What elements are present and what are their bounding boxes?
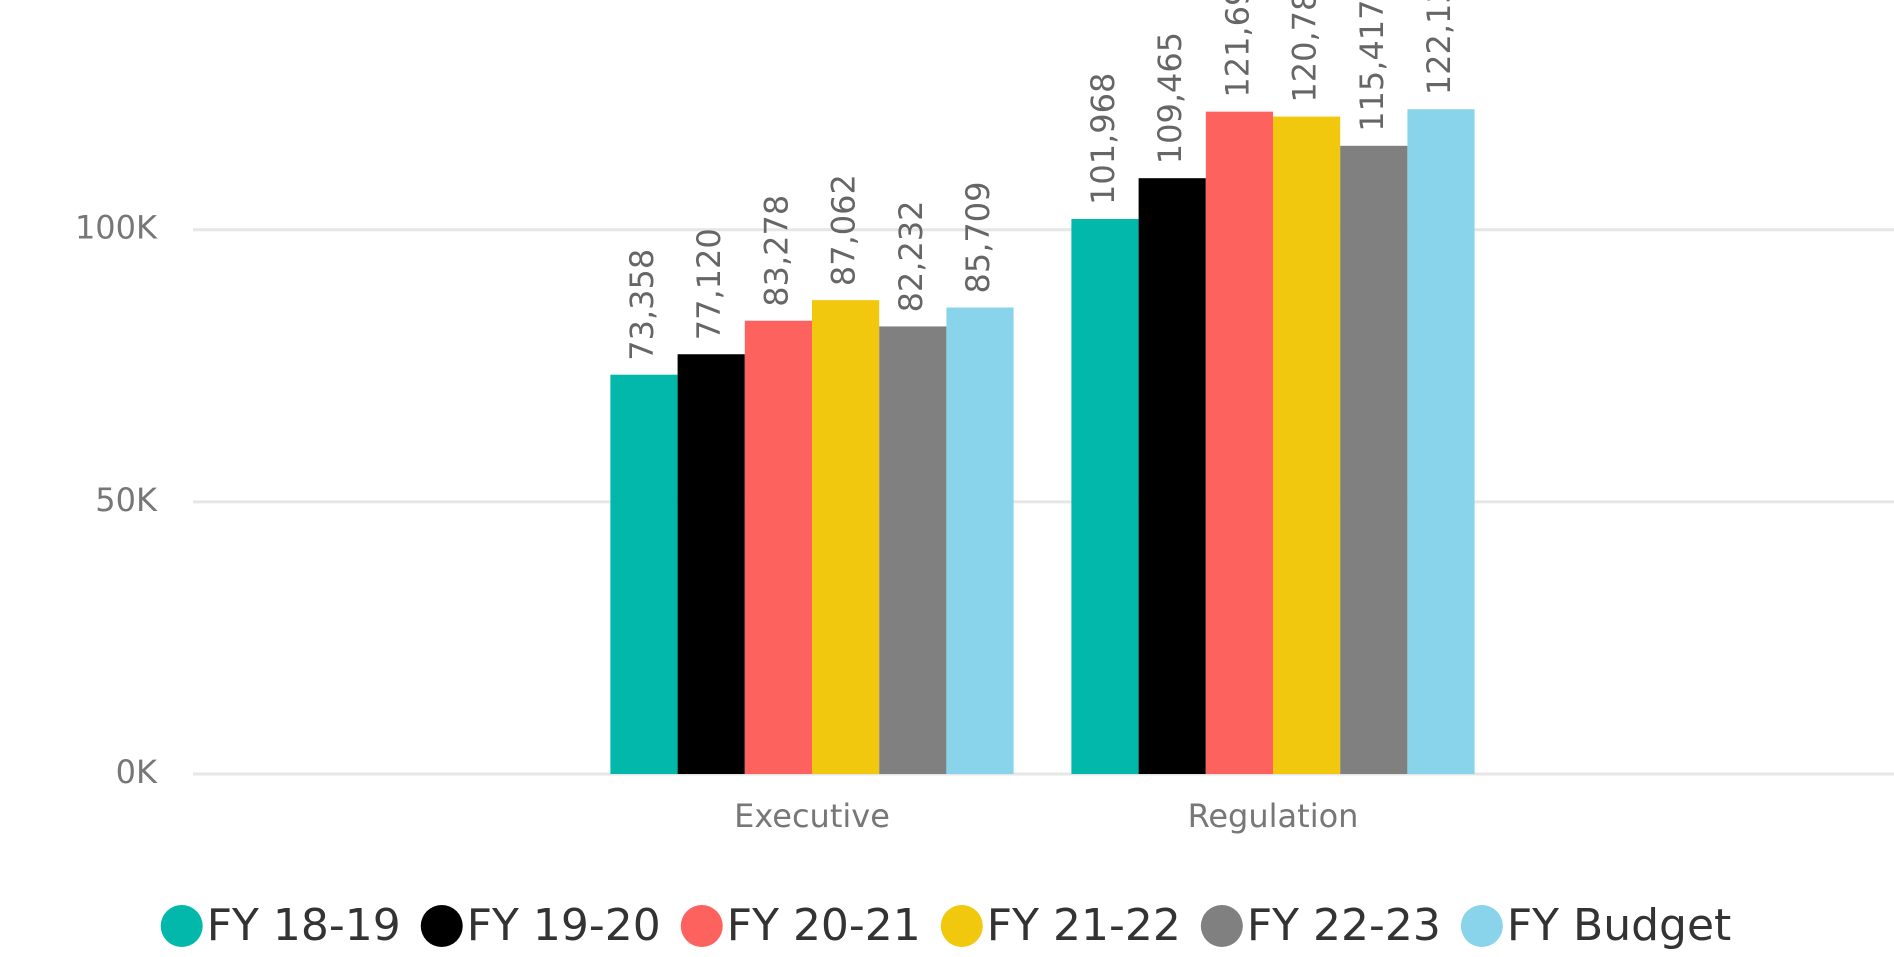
legend-label: FY Budget	[1507, 900, 1731, 951]
legend-label: FY 22-23	[1247, 900, 1441, 951]
legend-label: FY 20-21	[727, 900, 921, 951]
data-label: 85,709	[959, 182, 997, 294]
legend-swatch	[420, 905, 463, 947]
y-tick-label: 0K	[116, 753, 158, 791]
data-label: 121,693	[1218, 0, 1256, 98]
legend-label: FY 21-22	[987, 900, 1181, 951]
legend-swatch	[940, 905, 983, 947]
data-label: 73,358	[623, 249, 661, 361]
y-tick-label: 100K	[75, 209, 158, 247]
bar	[812, 300, 880, 774]
data-label: 101,968	[1084, 73, 1122, 205]
x-tick-label: Executive	[734, 797, 890, 835]
bar	[946, 307, 1014, 774]
legend-label: FY 18-19	[207, 900, 401, 951]
data-label: 87,062	[825, 174, 863, 286]
bar	[1340, 145, 1408, 774]
y-tick-label: 50K	[95, 481, 158, 519]
data-label: 120,785	[1286, 0, 1324, 103]
bar	[1273, 116, 1341, 775]
bar	[744, 320, 812, 774]
legend-swatch	[1200, 905, 1243, 947]
data-label: 109,465	[1151, 32, 1189, 164]
bar	[1071, 219, 1139, 774]
legend-swatch	[680, 905, 723, 947]
bar	[1407, 109, 1475, 774]
bar	[1138, 178, 1206, 775]
data-label: 82,232	[892, 200, 930, 312]
legend-label: FY 19-20	[467, 900, 661, 951]
data-label: 115,417	[1353, 0, 1391, 132]
bar	[1205, 111, 1273, 774]
legend-swatch	[1460, 905, 1503, 947]
bar	[879, 326, 947, 774]
bar	[610, 374, 678, 774]
data-label: 122,138	[1420, 0, 1458, 95]
data-label: 83,278	[757, 195, 795, 307]
legend-swatch	[160, 905, 203, 947]
x-tick-label: Regulation	[1188, 797, 1359, 835]
bar	[677, 354, 745, 774]
data-label: 77,120	[690, 228, 728, 340]
